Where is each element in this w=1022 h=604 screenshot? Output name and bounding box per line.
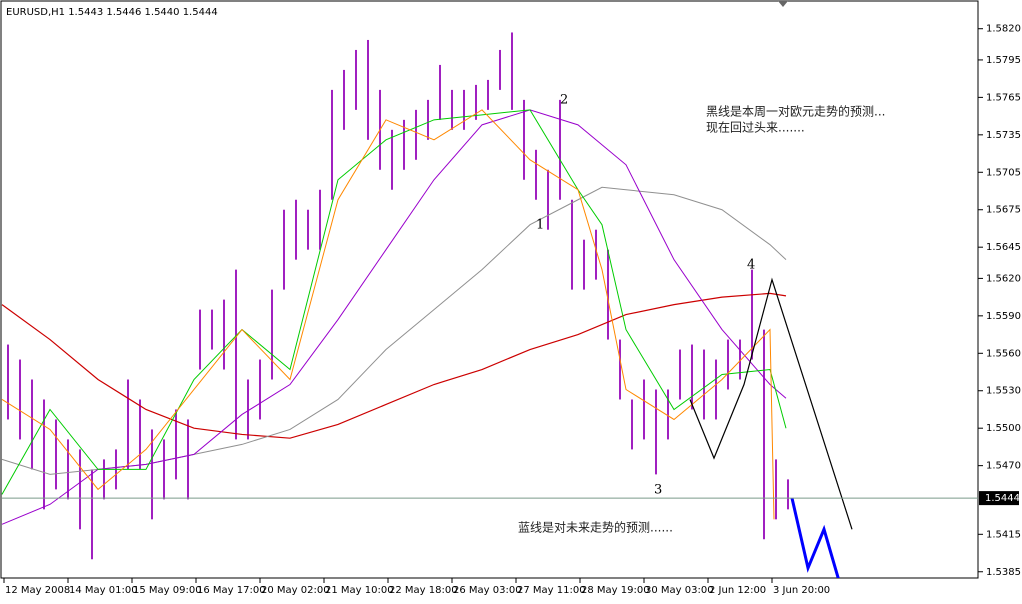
x-tick-label: 16 May 17:00: [197, 585, 266, 596]
annotation: 3: [654, 483, 662, 498]
y-tick-label: 1.5530: [986, 386, 1021, 397]
x-tick-label: 26 May 03:00: [453, 585, 522, 596]
x-tick-label: 15 May 09:00: [133, 585, 202, 596]
x-tick-label: 27 May 11:00: [517, 585, 586, 596]
last-price-label: 1.5444: [985, 493, 1020, 504]
line-series: [1, 109, 787, 525]
x-tick-label: 22 May 18:00: [389, 585, 458, 596]
line-series: [1, 292, 787, 439]
annotation: 1: [536, 218, 544, 233]
y-tick-label: 1.5645: [986, 242, 1021, 253]
y-tick-label: 1.5820: [986, 24, 1021, 35]
y-tick-label: 1.5765: [986, 92, 1021, 103]
line-series: [1, 109, 775, 520]
line-series: [689, 277, 853, 530]
y-tick-label: 1.5500: [986, 423, 1021, 434]
y-tick-label: 1.5675: [986, 205, 1021, 216]
x-tick-label: 3 Jun 20:00: [773, 585, 830, 596]
y-tick-label: 1.5735: [986, 130, 1021, 141]
line-series: [1, 109, 787, 495]
y-tick-label: 1.5560: [986, 348, 1021, 359]
x-tick-label: 14 May 01:00: [69, 585, 138, 596]
y-tick-label: 1.5385: [986, 567, 1021, 578]
line-series: [790, 497, 840, 578]
annotation: 4: [747, 258, 755, 273]
plot-frame: [0, 0, 979, 579]
x-tick-label: 2 Jun 12:00: [709, 585, 766, 596]
y-tick-label: 1.5620: [986, 273, 1021, 284]
x-tick-label: 12 May 2008: [5, 585, 70, 596]
x-tick-label: 20 May 02:00: [261, 585, 330, 596]
annotation: 蓝线是对未来走势的预测......: [518, 520, 673, 535]
last-price-box: [979, 491, 1019, 506]
y-tick-label: 1.5415: [986, 529, 1021, 540]
y-tick-label: 1.5590: [986, 311, 1021, 322]
y-tick-label: 1.5470: [986, 461, 1021, 472]
x-tick-label: 28 May 19:00: [581, 585, 650, 596]
x-tick-label: 21 May 10:00: [325, 585, 394, 596]
shift-marker: [778, 1, 788, 7]
annotation: 2: [560, 93, 568, 108]
y-tick-label: 1.5795: [986, 55, 1021, 66]
chart-title: EURUSD,H1 1.5443 1.5446 1.5440 1.5444: [6, 7, 218, 18]
annotation: 现在回过头来.......: [706, 121, 805, 135]
y-tick-label: 1.5705: [986, 167, 1021, 178]
plot-area: [1, 32, 853, 578]
annotation: 黑线是本周一对欧元走势的预测...: [706, 104, 885, 119]
x-tick-label: 30 May 03:00: [645, 585, 714, 596]
